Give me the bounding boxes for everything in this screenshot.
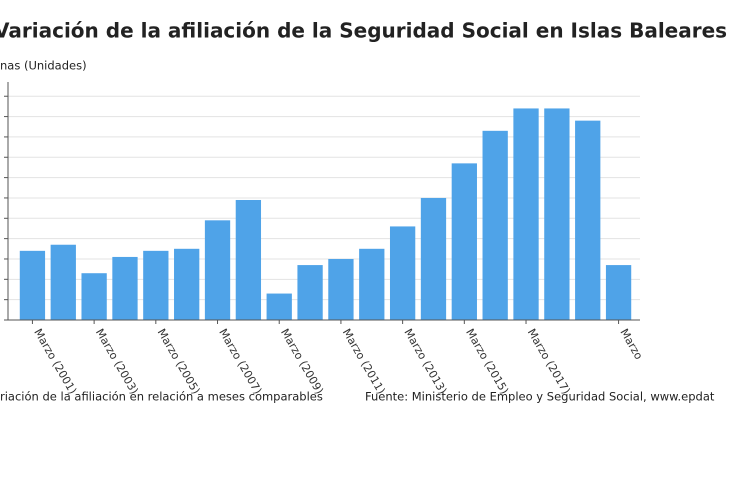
bar <box>328 258 354 320</box>
x-tick-label: Marzo (2007) <box>216 327 264 397</box>
x-tick-label: Marzo <box>617 327 645 363</box>
footnote: riación de la afiliación en relación a m… <box>0 390 323 404</box>
bar <box>235 199 262 320</box>
x-tick-label: Marzo (2015) <box>463 327 511 397</box>
bar <box>605 265 632 320</box>
bar <box>359 248 385 320</box>
bar <box>451 163 477 320</box>
bar <box>112 256 138 320</box>
chart-title: Variación de la afiliación de la Segurid… <box>0 19 727 43</box>
source: Fuente: Ministerio de Empleo y Seguridad… <box>365 390 715 404</box>
bar <box>174 248 200 320</box>
x-tick-label: Marzo (2017) <box>525 327 573 397</box>
x-tick-label: Marzo (2009) <box>278 327 326 397</box>
bar <box>389 226 416 320</box>
bar <box>420 197 447 320</box>
bar <box>482 130 508 320</box>
bar <box>19 250 46 320</box>
x-tick-label: Marzo (2011) <box>340 327 388 397</box>
bar <box>81 273 107 320</box>
bar <box>204 220 231 320</box>
x-tick-label: Marzo (2003) <box>93 327 141 397</box>
bar <box>575 120 601 321</box>
bar <box>544 108 570 320</box>
x-tick-label: Marzo (2001) <box>31 327 79 397</box>
bar <box>50 244 76 320</box>
x-tick-label: Marzo (2013) <box>401 327 449 397</box>
y-axis-label: nas (Unidades) <box>0 59 87 73</box>
bar <box>143 250 169 320</box>
bar <box>513 108 539 320</box>
bar <box>266 293 292 320</box>
x-tick-label: Marzo (2005) <box>155 327 203 397</box>
bar <box>297 265 323 320</box>
